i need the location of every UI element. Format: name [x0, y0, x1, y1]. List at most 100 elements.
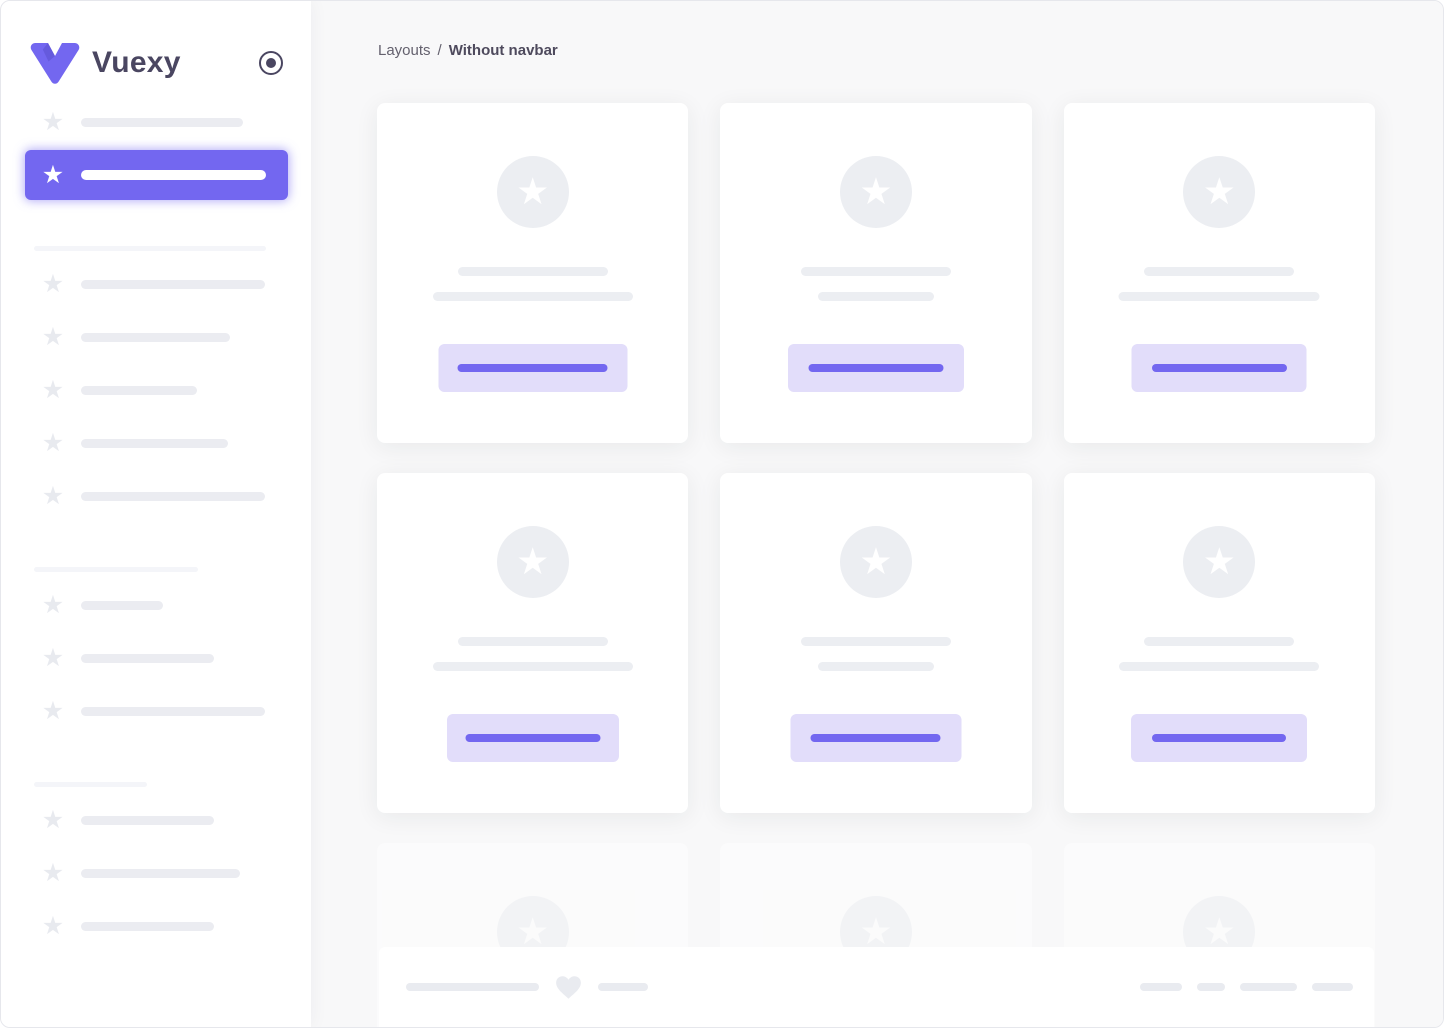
avatar: ★	[839, 526, 912, 598]
sidebar-menu: ★ ★ ★ ★ ★ ★ ★ ★ ★ ★ ★ ★ ★	[1, 91, 311, 951]
star-icon: ★	[859, 540, 893, 582]
content-card: ★	[720, 103, 1032, 443]
star-icon: ★	[41, 107, 65, 136]
text-skeleton-line	[1118, 292, 1320, 301]
avatar: ★	[496, 156, 569, 228]
heart-icon	[555, 975, 582, 1000]
avatar: ★	[496, 526, 569, 598]
button-label-skeleton	[1152, 734, 1287, 742]
star-icon: ★	[516, 910, 550, 952]
sidebar-item[interactable]: ★	[25, 580, 288, 630]
sidebar-item[interactable]: ★	[25, 418, 288, 468]
sidebar-item[interactable]: ★	[25, 471, 288, 521]
star-icon: ★	[516, 170, 550, 212]
star-icon: ★	[1202, 910, 1236, 952]
button-skeleton[interactable]	[790, 714, 962, 762]
button-skeleton[interactable]	[1131, 714, 1308, 762]
button-label-skeleton	[1151, 364, 1287, 372]
vuexy-logo-icon	[29, 42, 81, 84]
text-skeleton-line	[817, 292, 934, 301]
star-icon: ★	[1202, 540, 1236, 582]
menu-label-skeleton	[81, 815, 214, 825]
breadcrumb-current: Without navbar	[448, 41, 558, 59]
button-skeleton[interactable]	[438, 344, 628, 392]
toggle-dot	[266, 58, 276, 68]
star-icon: ★	[41, 481, 65, 510]
sidebar-item[interactable]: ★	[25, 312, 288, 362]
star-icon: ★	[41, 643, 65, 672]
star-icon: ★	[41, 911, 65, 940]
footer-left-group	[406, 975, 648, 1000]
menu-label-skeleton	[81, 491, 265, 501]
star-icon: ★	[41, 269, 65, 298]
text-skeleton-line	[800, 637, 951, 646]
menu-label-skeleton	[81, 600, 163, 610]
menu-section-divider	[34, 782, 147, 787]
avatar: ★	[1183, 526, 1256, 598]
footer-text-skeleton	[406, 983, 539, 991]
menu-section-divider	[34, 567, 198, 572]
breadcrumb-parent-link[interactable]: Layouts	[378, 41, 431, 59]
footer-text-skeleton	[1312, 983, 1353, 991]
star-icon: ★	[41, 590, 65, 619]
star-icon: ★	[41, 696, 65, 725]
text-skeleton-line	[1144, 637, 1295, 646]
menu-label-skeleton	[81, 170, 266, 180]
star-icon: ★	[41, 805, 65, 834]
star-icon: ★	[859, 910, 893, 952]
star-icon: ★	[41, 375, 65, 404]
star-icon: ★	[1202, 170, 1236, 212]
button-label-skeleton	[810, 734, 941, 742]
text-skeleton-line	[800, 267, 951, 276]
menu-label-skeleton	[81, 332, 230, 342]
menu-label-skeleton	[81, 385, 197, 395]
sidebar-item[interactable]: ★	[25, 365, 288, 415]
avatar: ★	[1183, 156, 1256, 228]
breadcrumb-separator: /	[437, 41, 442, 59]
avatar: ★	[839, 156, 912, 228]
content-card: ★	[377, 473, 689, 813]
menu-section-divider	[34, 246, 266, 251]
content-card: ★	[720, 473, 1032, 813]
sidebar-item-active[interactable]: ★	[25, 150, 288, 200]
star-icon: ★	[41, 322, 65, 351]
button-label-skeleton	[808, 364, 944, 372]
button-skeleton[interactable]	[446, 714, 619, 762]
sidebar-item[interactable]: ★	[25, 633, 288, 683]
card-grid: ★ ★ ★ ★ ★ ★ ★ ★ ★	[311, 103, 1443, 1027]
sidebar-item[interactable]: ★	[25, 795, 288, 845]
text-skeleton-line	[1119, 662, 1320, 671]
content-card: ★	[377, 103, 689, 443]
sidebar-item[interactable]: ★	[25, 848, 288, 898]
star-icon: ★	[41, 428, 65, 457]
button-skeleton[interactable]	[787, 344, 964, 392]
sidebar-item[interactable]: ★	[25, 686, 288, 736]
sidebar-item[interactable]: ★	[25, 97, 288, 147]
star-icon: ★	[41, 160, 65, 189]
footer-text-skeleton	[1197, 983, 1225, 991]
footer-bar	[379, 947, 1374, 1027]
menu-label-skeleton	[81, 279, 265, 289]
text-skeleton-line	[817, 662, 934, 671]
menu-label-skeleton	[81, 117, 243, 127]
text-skeleton-line	[457, 637, 608, 646]
content-card: ★	[1063, 473, 1375, 813]
star-icon: ★	[859, 170, 893, 212]
menu-pin-toggle-icon[interactable]	[259, 51, 283, 75]
star-icon: ★	[516, 540, 550, 582]
footer-text-skeleton	[598, 983, 648, 991]
menu-label-skeleton	[81, 653, 214, 663]
button-label-skeleton	[457, 364, 608, 372]
sidebar: Vuexy ★ ★ ★ ★ ★ ★ ★ ★ ★ ★ ★ ★ ★	[1, 1, 311, 1027]
footer-text-skeleton	[1240, 983, 1297, 991]
button-skeleton[interactable]	[1131, 344, 1307, 392]
sidebar-item[interactable]: ★	[25, 259, 288, 309]
button-label-skeleton	[465, 734, 601, 742]
menu-label-skeleton	[81, 921, 214, 931]
menu-label-skeleton	[81, 706, 265, 716]
content-card: ★	[1063, 103, 1375, 443]
sidebar-item[interactable]: ★	[25, 901, 288, 951]
breadcrumb: Layouts / Without navbar	[378, 41, 1443, 59]
footer-text-skeleton	[1140, 983, 1182, 991]
